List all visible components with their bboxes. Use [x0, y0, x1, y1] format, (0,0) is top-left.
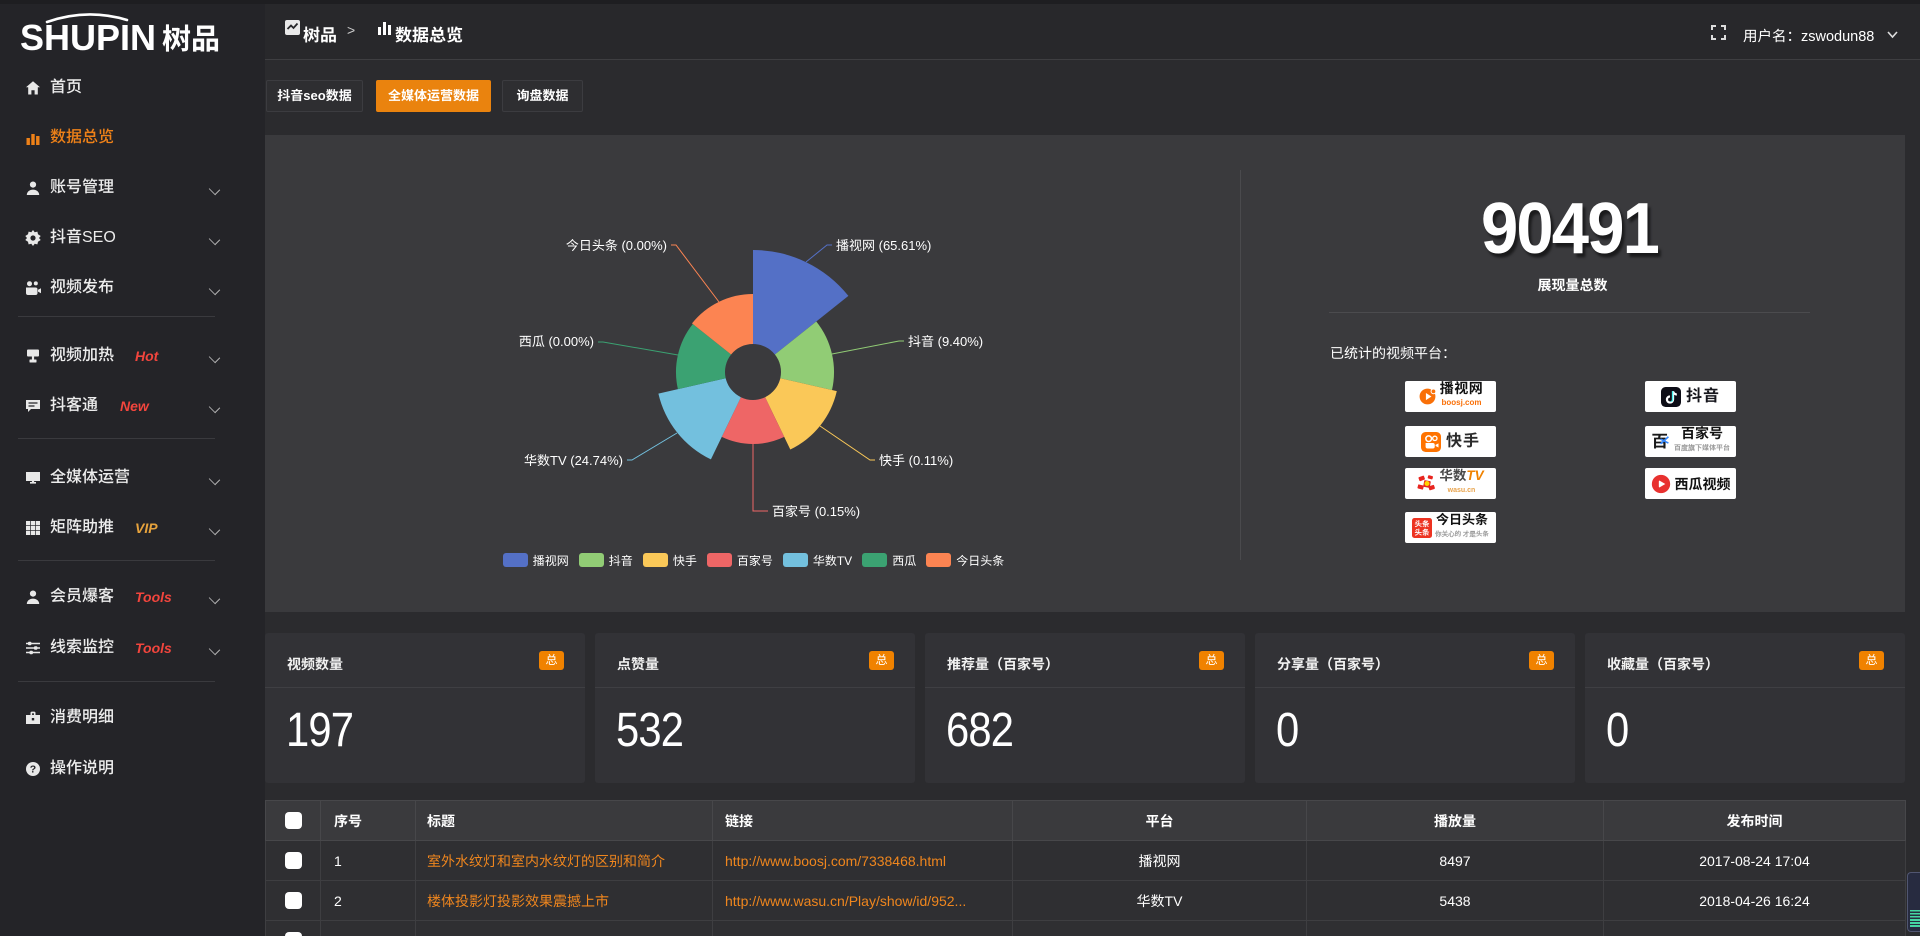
svg-text:头条: 头条	[1415, 527, 1431, 538]
svg-text:快手 (0.11%): 快手 (0.11%)	[879, 453, 953, 468]
svg-text:树品: 树品	[162, 16, 220, 58]
svg-text:西瓜 (0.00%): 西瓜 (0.00%)	[519, 334, 594, 349]
svg-text:?: ?	[30, 764, 36, 776]
svg-text:华数TV (24.74%): 华数TV (24.74%)	[524, 453, 623, 468]
svg-text:百家号 (0.15%): 百家号 (0.15%)	[772, 504, 860, 519]
svg-text:播视网 (65.61%): 播视网 (65.61%)	[836, 238, 931, 253]
svg-text:今日头条 (0.00%): 今日头条 (0.00%)	[566, 238, 667, 253]
svg-text:SHUPIN: SHUPIN	[20, 17, 156, 58]
svg-text:抖音 (9.40%): 抖音 (9.40%)	[908, 334, 983, 349]
svg-text:头条: 头条	[1415, 518, 1431, 529]
svg-text:百: 百	[1651, 432, 1668, 451]
